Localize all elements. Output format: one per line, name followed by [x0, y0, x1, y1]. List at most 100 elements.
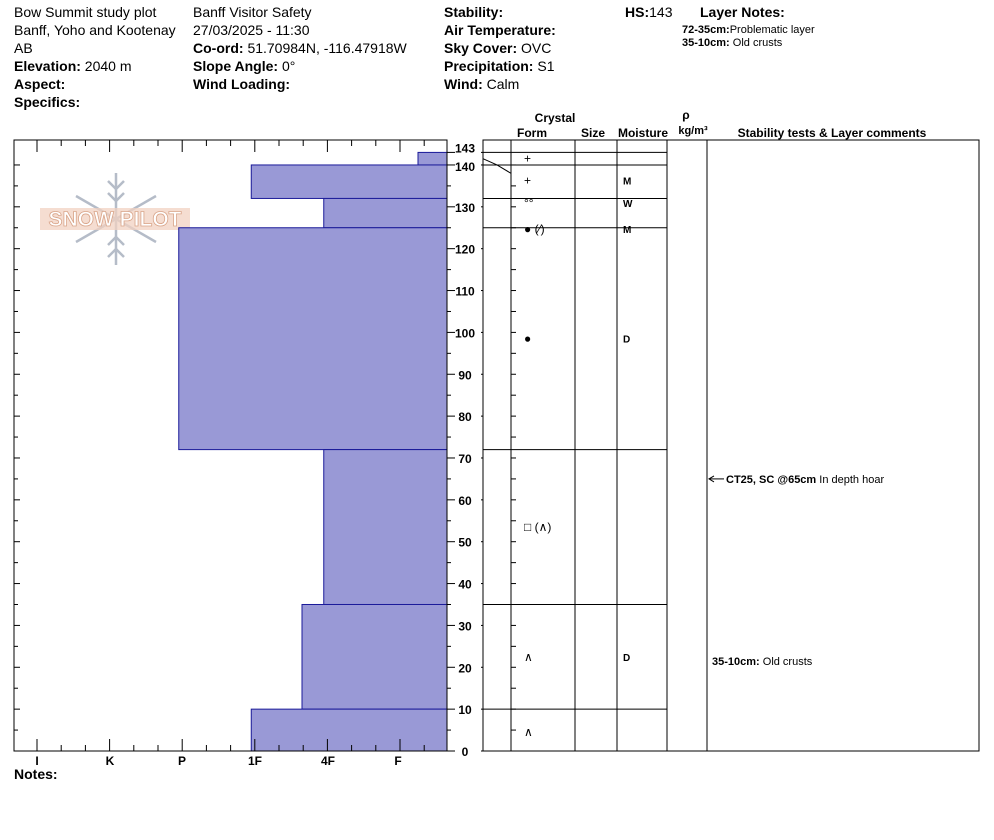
- comments-header: Stability tests & Layer comments: [738, 126, 927, 140]
- grain-form-symbol: ● (⁄): [524, 222, 545, 236]
- hardness-bar: [178, 227, 448, 451]
- height-tick-label: 50: [458, 536, 472, 550]
- grain-form-symbol: ∧: [524, 725, 533, 739]
- hardness-axis-label: F: [394, 754, 401, 768]
- height-axis: 0 10 20 30 40 50 60 70 80 90 100 110 120 130 140 143: [447, 141, 483, 759]
- air-temp-label: Air Temperature:: [444, 22, 556, 38]
- hs-label: HS:: [625, 4, 650, 20]
- precip-row: Precipitation: S1: [444, 58, 554, 74]
- layer-notes-label: Layer Notes:: [700, 4, 785, 20]
- grain-form-symbol: +: [524, 152, 531, 166]
- table-border: [482, 139, 980, 752]
- height-tick-label: 30: [458, 619, 472, 633]
- elevation-row: Elevation: 2040 m: [14, 58, 132, 74]
- hardness-layers: [178, 151, 448, 752]
- layer-comment: 35-10cm: Old crusts: [712, 656, 813, 668]
- layer-note-text: Old crusts: [732, 37, 783, 49]
- specifics-label: Specifics:: [14, 94, 81, 110]
- height-tick-label: 120: [455, 243, 475, 257]
- hs-row: HS:143: [625, 4, 672, 20]
- height-tick-label: 70: [458, 452, 472, 466]
- layer-table: Crystal Form Size Moisture ρ kg/m³ Stabi…: [482, 108, 980, 752]
- grain-form-symbol: +: [524, 173, 531, 187]
- precip-value: S1: [537, 58, 555, 74]
- hardness-bar: [250, 164, 448, 199]
- hardness-axis: I K P 1F 4F F: [35, 754, 401, 768]
- hardness-axis-label: K: [106, 754, 115, 768]
- slope-label: Slope Angle:: [193, 58, 279, 74]
- hardness-axis-label: P: [178, 754, 186, 768]
- layer-comment-range: 35-10cm:: [712, 656, 760, 668]
- height-tick-label: 20: [458, 661, 472, 675]
- height-tick-label: 140: [455, 160, 475, 174]
- moisture-code: W: [623, 199, 633, 210]
- stability-label: Stability:: [444, 4, 504, 20]
- hardness-axis-label: I: [35, 754, 38, 768]
- observation-datetime: 27/03/2025 - 11:30: [193, 22, 310, 38]
- watermark-text: SNOW PILOT: [49, 208, 182, 231]
- hardness-bar: [323, 197, 448, 229]
- hardness-axis-label: 4F: [321, 754, 335, 768]
- size-header: Size: [581, 126, 605, 140]
- operation-name: Banff Visitor Safety: [193, 4, 312, 20]
- layer-comment-text: Old crusts: [760, 656, 813, 668]
- location-name: Bow Summit study plot: [14, 4, 157, 20]
- stability-test-note: In depth hoar: [816, 474, 884, 486]
- stability-test-comment: CT25, SC @65cm In depth hoar: [726, 474, 884, 486]
- wind-row: Wind: Calm: [444, 76, 519, 92]
- chart-frame: [13, 139, 448, 752]
- elevation-value: 2040 m: [84, 58, 132, 74]
- layer-note-text: Problematic layer: [729, 24, 815, 36]
- notes-label: Notes:: [14, 766, 58, 782]
- hardness-axis-label: 1F: [248, 754, 262, 768]
- moisture-code: M: [623, 176, 631, 187]
- comment-arrowhead: [708, 475, 715, 483]
- form-header: Form: [517, 126, 547, 140]
- hs-value: 143: [649, 4, 673, 20]
- height-tick-label: 110: [455, 285, 475, 299]
- region-name: Banff, Yoho and Kootenay: [14, 22, 176, 38]
- precip-label: Precipitation:: [444, 58, 534, 74]
- coord-label: Co-ord:: [193, 40, 244, 56]
- grain-form-symbol: ●: [524, 332, 531, 346]
- moisture-header: Moisture: [618, 126, 668, 140]
- hardness-bar: [250, 708, 448, 752]
- elevation-label: Elevation:: [14, 58, 81, 74]
- height-tick-label: 0: [462, 745, 469, 759]
- sky-value: OVC: [521, 40, 552, 56]
- sky-row: Sky Cover: OVC: [444, 40, 551, 56]
- crystal-header: Crystal: [535, 111, 576, 125]
- stability-test-result: CT25, SC @65cm: [726, 474, 816, 486]
- height-tick-label: 130: [455, 201, 475, 215]
- hardness-bar: [301, 603, 448, 710]
- coord-value: 51.70984N, -116.47918W: [247, 40, 407, 56]
- rho-header: ρ: [682, 108, 689, 122]
- layer-connector: [482, 158, 512, 174]
- snowpilot-watermark: SNOW PILOT: [40, 173, 190, 265]
- grain-form-symbol: °°: [524, 196, 534, 210]
- height-tick-label: 10: [458, 703, 472, 717]
- height-tick-label: 60: [458, 494, 472, 508]
- hardness-bar: [417, 151, 448, 166]
- layer-note: 72-35cm:Problematic layer: [682, 24, 815, 37]
- grain-form-symbol: □ (∧): [524, 520, 551, 534]
- moisture-code: D: [623, 653, 630, 664]
- moisture-code: M: [623, 225, 631, 236]
- slope-value: 0°: [281, 58, 296, 74]
- layer-note: 35-10cm: Old crusts: [682, 37, 782, 50]
- grain-form-symbol: ∧: [524, 650, 533, 664]
- layer-note-range: 35-10cm:: [682, 37, 730, 49]
- wind-label: Wind:: [444, 76, 483, 92]
- coord-row: Co-ord: 51.70984N, -116.47918W: [193, 40, 407, 56]
- hardness-bar: [323, 449, 448, 605]
- wind-value: Calm: [486, 76, 520, 92]
- height-tick-label: 90: [458, 368, 472, 382]
- slope-row: Slope Angle: 0°: [193, 58, 295, 74]
- moisture-code: D: [623, 335, 630, 346]
- height-tick-label: 100: [455, 326, 475, 340]
- aspect-label: Aspect:: [14, 76, 66, 92]
- density-unit-header: kg/m³: [678, 125, 708, 137]
- layer-note-range: 72-35cm:: [682, 24, 730, 36]
- wind-loading-label: Wind Loading:: [193, 76, 291, 92]
